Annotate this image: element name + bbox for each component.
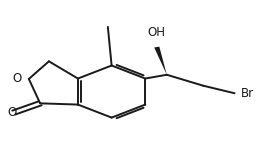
Text: Br: Br xyxy=(241,87,254,100)
Text: O: O xyxy=(7,106,16,119)
Text: OH: OH xyxy=(148,26,166,39)
Text: O: O xyxy=(12,72,22,86)
Polygon shape xyxy=(154,47,167,75)
